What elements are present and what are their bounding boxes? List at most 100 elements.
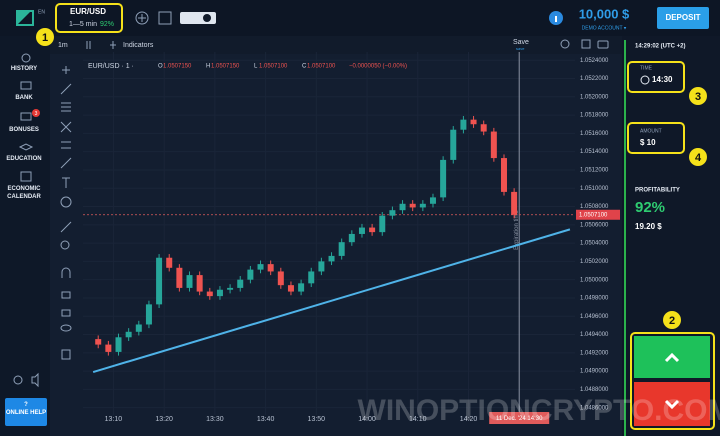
sound-icon[interactable]: [31, 372, 39, 388]
panel-edge: [624, 40, 626, 436]
x-tick-label: 14:20: [460, 416, 478, 423]
expiration-label: Expiration time: [514, 209, 520, 249]
pattern-tool[interactable]: [60, 121, 72, 133]
account[interactable]: DEMO ACCOUNT ▾: [582, 25, 627, 31]
y-tick-label: 1.0518000: [580, 113, 609, 119]
text-tool[interactable]: [62, 177, 70, 188]
add-icon[interactable]: [135, 11, 149, 25]
deposit-button[interactable]: [657, 7, 709, 29]
clock: 14:29:02 (UTC +2): [635, 44, 686, 50]
candle-body: [348, 233, 355, 243]
candle-body: [480, 124, 487, 132]
line-tool[interactable]: [60, 83, 72, 95]
profit-label: PROFITABILITY: [635, 188, 680, 194]
y-tick-label: 1.0486000: [580, 405, 609, 411]
marker-label: 1: [42, 32, 48, 44]
expiration-date-box: [489, 412, 550, 424]
y-tick-label: 1.0490000: [580, 369, 609, 375]
current-price-label: 1.0507100: [579, 212, 608, 218]
marker-label: 3: [695, 91, 701, 103]
layout-icon[interactable]: [158, 11, 172, 25]
y-tick-label: 1.0510000: [580, 186, 609, 192]
sidebar-item[interactable]: BONUSES: [9, 127, 39, 133]
sidebar-item[interactable]: EDUCATION: [6, 156, 42, 162]
pair[interactable]: EUR/USD: [70, 7, 106, 16]
badge: [32, 109, 40, 117]
lock-draw-tool[interactable]: [61, 291, 71, 299]
marker-3: [689, 87, 707, 105]
candle-body: [409, 203, 416, 208]
candle-body: [490, 131, 497, 159]
magnet-tool[interactable]: [61, 267, 71, 278]
save[interactable]: Save: [513, 39, 529, 46]
ohlc-key: L: [254, 64, 258, 70]
chart-area: [50, 54, 622, 436]
ohlc-value: 1.0507150: [163, 64, 192, 70]
candle-body: [176, 267, 183, 288]
sidebar-item[interactable]: HISTORY: [10, 66, 38, 72]
history-icon: [21, 53, 31, 63]
candle-body: [429, 197, 436, 204]
x-tick-label: 13:10: [105, 416, 123, 423]
y-tick-label: 1.0496000: [580, 314, 609, 320]
ohlc-key: O: [158, 64, 163, 70]
marker-2: [663, 311, 681, 329]
chart-type-icon[interactable]: [86, 41, 91, 49]
chart-title: EUR/USD · 1 ·: [88, 63, 134, 70]
sidebar-item[interactable]: BANK: [15, 95, 33, 101]
indicators[interactable]: Indicators: [123, 42, 154, 49]
amount[interactable]: $ 10: [640, 138, 656, 147]
lock-tool[interactable]: [61, 309, 71, 317]
trash-tool[interactable]: [61, 349, 71, 360]
y-tick-label: 1.0498000: [580, 296, 609, 302]
fullscreen-icon[interactable]: [581, 39, 591, 49]
info-mark: [555, 16, 557, 22]
candle-body: [470, 119, 477, 125]
candle-body: [156, 257, 163, 305]
duration: 1—5 min: [69, 21, 97, 28]
candle-body: [95, 339, 102, 345]
trend-line: [92, 228, 571, 373]
camera-icon[interactable]: [597, 40, 609, 49]
ruler-tool[interactable]: [60, 221, 72, 233]
top-bar: [0, 0, 720, 36]
candle-body: [247, 269, 254, 280]
candle-body: [267, 264, 274, 272]
frame-3: [627, 61, 685, 93]
toggle-knob: [203, 14, 211, 22]
education-icon: [18, 143, 34, 151]
candle-body: [399, 203, 406, 211]
frame-1: [55, 3, 123, 33]
candle-body: [440, 159, 447, 198]
add-cross: [138, 14, 146, 22]
help-button[interactable]: [5, 398, 47, 426]
logo-mark: [18, 12, 32, 24]
payout: 92%: [100, 21, 114, 28]
candle-body: [511, 191, 518, 215]
y-tick-label: 1.0516000: [580, 131, 609, 137]
fib-tool[interactable]: [61, 102, 71, 112]
emoji-tool[interactable]: [60, 196, 72, 208]
ohlc-value: 1.0507100: [307, 64, 336, 70]
y-tick-label: 1.0500000: [580, 277, 609, 283]
search-icon[interactable]: [560, 39, 570, 49]
candle-body: [328, 255, 335, 262]
candle-body: [419, 203, 426, 208]
marker-label: 4: [695, 152, 702, 164]
projection-tool[interactable]: [61, 141, 71, 149]
put-button[interactable]: [634, 382, 710, 426]
y-tick-label: 1.0508000: [580, 204, 609, 210]
marker-label: 2: [669, 315, 675, 327]
zoom-tool[interactable]: [60, 240, 70, 250]
eye-tool[interactable]: [60, 324, 72, 332]
settings-icon[interactable]: [13, 375, 23, 385]
crosshair-tool[interactable]: [62, 66, 70, 74]
sidebar-item[interactable]: ECONOMIC CALENDAR: [7, 186, 41, 200]
bonus-icon: [20, 112, 32, 121]
interval[interactable]: 1m: [58, 42, 68, 49]
logo-text: EN: [38, 9, 45, 15]
candle-body: [308, 271, 315, 284]
time[interactable]: 14:30: [652, 75, 673, 84]
brush-tool[interactable]: [60, 157, 72, 169]
